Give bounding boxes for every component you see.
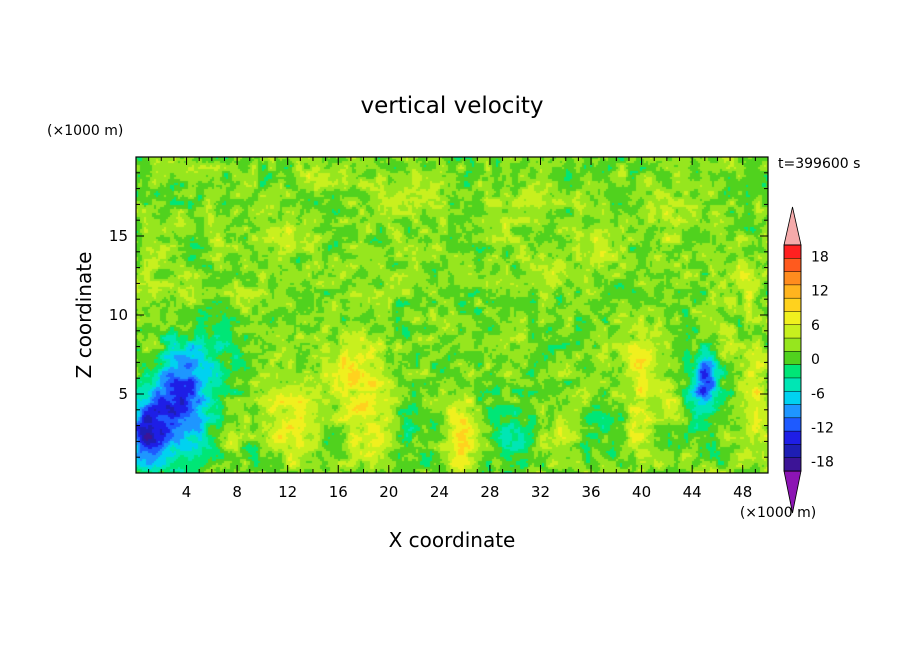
- colorbar-segment: [783, 258, 802, 273]
- x-unit-label: (×1000 m): [740, 505, 816, 521]
- colorbar-segment: [783, 444, 802, 459]
- x-tick-label: 32: [531, 483, 550, 501]
- colorbar-segment: [783, 311, 802, 326]
- x-axis-ticks: 4 8 12 16 20 24 28 32 36 40 44 48: [148, 157, 756, 501]
- colorbar-segment: [783, 244, 802, 259]
- chart-title: vertical velocity: [361, 93, 544, 119]
- colorbar-label: 12: [811, 284, 829, 300]
- colorbar-segment: [783, 337, 802, 352]
- velocity-field: [136, 157, 768, 473]
- x-tick-label: 48: [733, 483, 752, 501]
- y-unit-label: (×1000 m): [47, 123, 123, 139]
- colorbar-label: 0: [811, 352, 820, 368]
- time-label: t=399600 s: [778, 156, 860, 172]
- colorbar-segment: [783, 377, 802, 392]
- colorbar-segment: [783, 324, 802, 339]
- colorbar-segment: [783, 271, 802, 286]
- colorbar-label: 6: [811, 318, 820, 334]
- colorbar-segment: [783, 390, 802, 406]
- x-tick-label: 4: [182, 483, 192, 501]
- y-tick-label: 5: [118, 385, 128, 403]
- x-tick-label: 36: [581, 483, 600, 501]
- x-tick-label: 44: [683, 483, 702, 501]
- colorbar-segment: [783, 297, 802, 313]
- x-tick-label: 24: [430, 483, 449, 501]
- y-tick-label: 10: [109, 306, 128, 324]
- x-axis-label: X coordinate: [389, 528, 516, 552]
- y-tick-label: 15: [109, 227, 128, 245]
- colorbar-segment: [783, 351, 802, 366]
- colorbar-segment: [783, 404, 802, 419]
- colorbar-segment: [783, 430, 802, 445]
- colorbar-segment: [783, 457, 802, 472]
- colorbar-segment: [783, 284, 802, 299]
- y-axis-label: Z coordinate: [72, 252, 96, 379]
- colorbar-label: -12: [811, 420, 834, 436]
- colorbar-label: 18: [811, 249, 829, 265]
- colorbar-label: -18: [811, 455, 834, 471]
- x-tick-label: 8: [232, 483, 242, 501]
- colorbar-over-arrow: [783, 206, 802, 246]
- x-tick-label: 28: [480, 483, 499, 501]
- x-tick-label: 16: [329, 483, 348, 501]
- x-tick-label: 12: [278, 483, 297, 501]
- colorbar: 18 12 6 0 -6 -12 -18: [783, 206, 834, 514]
- x-tick-label: 20: [379, 483, 398, 501]
- y-axis-ticks: 5 10 15: [109, 172, 768, 458]
- colorbar-label: -6: [811, 386, 825, 402]
- x-tick-label: 40: [632, 483, 651, 501]
- colorbar-segment: [783, 364, 802, 379]
- colorbar-segment: [783, 417, 802, 432]
- colorbar-frame: [783, 244, 802, 472]
